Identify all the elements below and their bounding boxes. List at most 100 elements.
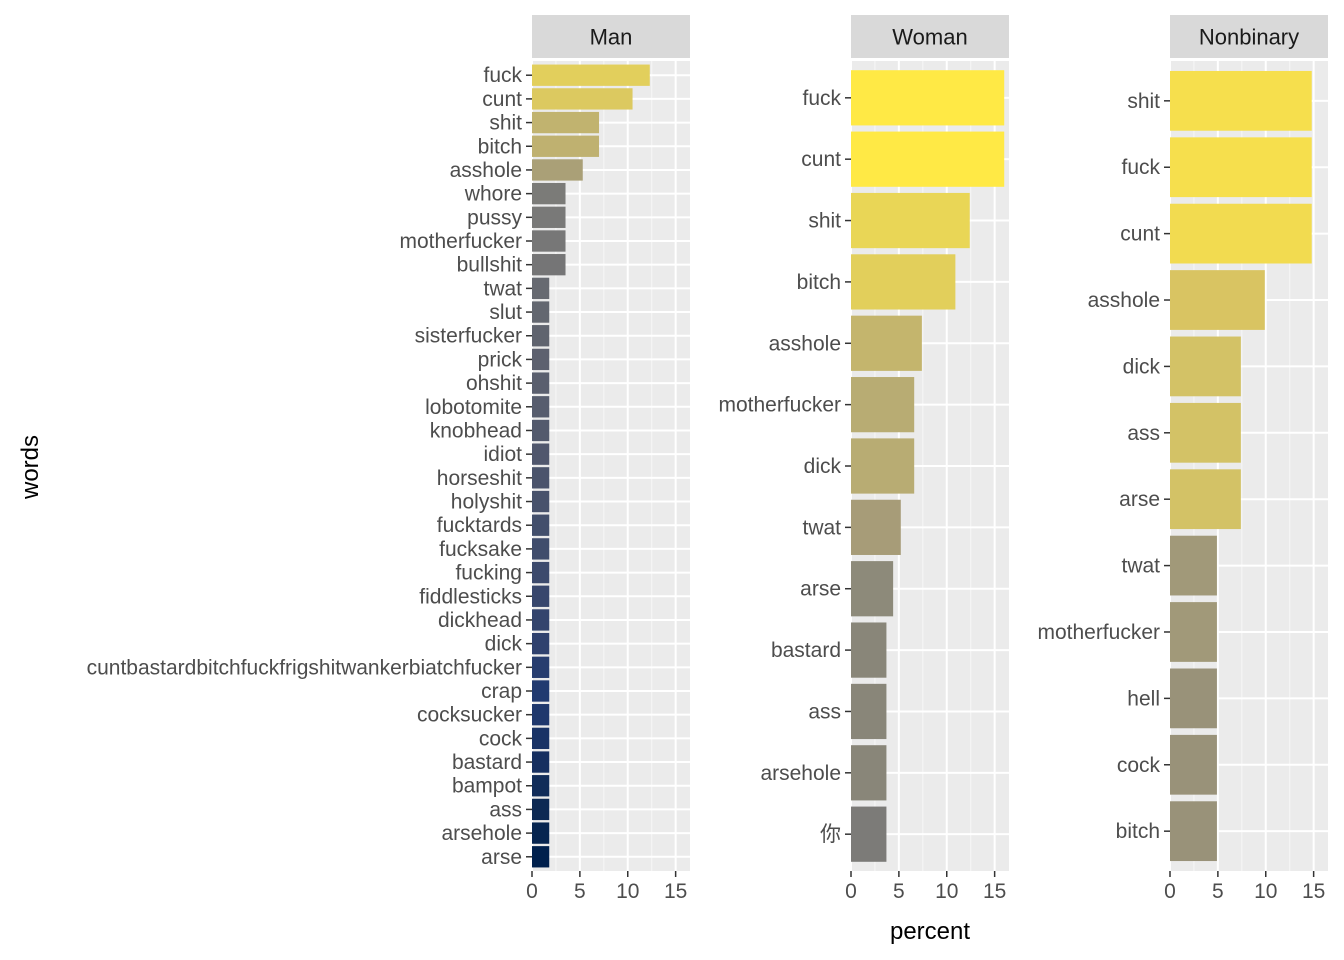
bar	[532, 419, 550, 442]
y-tick-label: hell	[1127, 687, 1160, 710]
x-tick-label: 10	[616, 880, 639, 903]
bar	[532, 206, 566, 228]
bar	[1170, 668, 1217, 729]
bar	[851, 438, 915, 494]
y-tick-label: twat	[483, 277, 522, 300]
bar	[532, 822, 550, 844]
bar	[1170, 70, 1312, 131]
bar	[1170, 602, 1217, 662]
facet-title: Woman	[892, 25, 967, 50]
bar	[1170, 801, 1217, 862]
x-tick-label: 5	[893, 880, 905, 903]
x-axis-title: percent	[890, 918, 970, 945]
bar	[532, 751, 550, 773]
bar	[532, 88, 633, 110]
bar	[851, 315, 922, 371]
y-tick-label: arse	[1119, 488, 1160, 511]
y-tick-label: cock	[479, 727, 523, 750]
bar	[1170, 336, 1241, 397]
y-tick-label: whore	[464, 183, 522, 206]
facet-strip	[1170, 15, 1328, 58]
y-tick-label: cunt	[801, 148, 841, 171]
bar	[532, 277, 550, 300]
bar	[532, 159, 583, 181]
bar	[532, 609, 550, 631]
y-tick-label: knobhead	[430, 419, 522, 442]
bar	[532, 798, 550, 821]
y-tick-label: motherfucker	[718, 394, 841, 417]
x-tick-label: 10	[935, 880, 958, 903]
y-tick-label: cocksucker	[417, 704, 522, 727]
bar	[532, 64, 650, 86]
bar	[851, 806, 887, 862]
y-tick-label: idiot	[483, 443, 522, 466]
y-tick-label: fiddlesticks	[419, 585, 522, 608]
y-tick-label: arse	[481, 846, 522, 869]
bar	[1170, 734, 1217, 795]
bar	[532, 301, 550, 323]
bar	[532, 656, 550, 678]
bar	[532, 111, 600, 134]
y-tick-label: dickhead	[438, 609, 522, 632]
bar	[851, 622, 887, 678]
y-tick-label: prick	[478, 348, 523, 371]
bar	[851, 254, 956, 310]
bar	[1170, 469, 1241, 530]
bar	[532, 325, 550, 347]
bar	[851, 499, 901, 555]
bar	[851, 561, 894, 617]
y-tick-label: bitch	[1116, 820, 1160, 843]
y-axis-title: words	[17, 435, 44, 500]
y-tick-label: slut	[489, 301, 522, 324]
bar	[532, 348, 550, 371]
y-tick-label: ass	[489, 798, 522, 821]
y-tick-label: fucking	[455, 562, 522, 585]
y-tick-label: cock	[1117, 754, 1161, 777]
y-tick-label: lobotomite	[425, 396, 522, 419]
y-tick-label: cuntbastardbitchfuckfrigshitwankerbiatch…	[87, 656, 522, 679]
bar	[532, 467, 550, 489]
y-tick-label: bastard	[771, 639, 841, 662]
bar	[851, 131, 1005, 187]
bar	[532, 372, 550, 394]
y-tick-label: arsehole	[441, 822, 522, 845]
bar	[1170, 270, 1265, 330]
y-tick-label: motherfucker	[399, 230, 522, 253]
panel-man: Man fuckcuntshitbitchassholewhorepussymot…	[87, 15, 690, 903]
y-tick-label: pussy	[467, 206, 522, 229]
facet-strip	[851, 15, 1009, 58]
bar	[851, 745, 887, 801]
bar	[532, 704, 550, 726]
y-tick-label: bampot	[452, 775, 522, 798]
bar	[532, 230, 566, 252]
bar	[851, 192, 970, 249]
bar	[1170, 203, 1312, 264]
y-tick-label: arse	[800, 578, 841, 601]
y-tick-label: horseshit	[437, 467, 522, 490]
bar	[532, 396, 550, 418]
y-tick-label: bastard	[452, 751, 522, 774]
y-tick-label: sisterfucker	[415, 325, 522, 348]
facet-title: Nonbinary	[1199, 25, 1299, 50]
bar	[532, 561, 550, 584]
y-tick-label: ass	[1127, 422, 1160, 445]
y-tick-label: ass	[808, 700, 841, 723]
y-tick-label: bullshit	[457, 254, 523, 277]
bar	[1170, 535, 1217, 596]
panel-nonbinary: Nonbinary shit fuck cunt asshole dick ass arse t…	[1037, 15, 1328, 903]
bar	[532, 135, 600, 157]
x-tick-label: 15	[983, 880, 1006, 903]
y-tick-label: twat	[802, 516, 841, 539]
y-tick-label: fuck	[483, 64, 522, 87]
x-tick-label: 0	[845, 880, 857, 903]
bar	[532, 680, 550, 702]
x-tick-label: 0	[526, 880, 538, 903]
x-tick-label: 10	[1254, 880, 1277, 903]
bar	[532, 585, 550, 607]
bar	[532, 846, 550, 868]
y-tick-label: crap	[481, 680, 522, 703]
bar	[532, 727, 550, 750]
y-tick-label: asshole	[450, 159, 522, 182]
y-tick-label: dick	[485, 633, 523, 656]
bar	[532, 514, 550, 536]
